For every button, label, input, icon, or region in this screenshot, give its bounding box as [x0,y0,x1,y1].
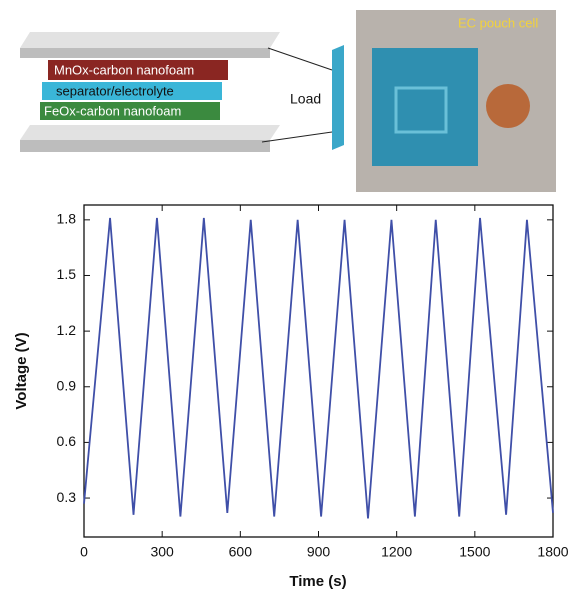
layer-label: FeOx-carbon nanofoam [44,103,181,118]
bottom-plate-side [20,140,270,152]
photo-label: EC pouch cell [458,15,538,30]
x-tick-label: 1200 [381,544,412,560]
x-tick-label: 600 [229,544,253,560]
layer-label: MnOx-carbon nanofoam [54,62,194,77]
bottom-plate [20,125,280,140]
x-tick-label: 1500 [459,544,490,560]
layer-label: separator/electrolyte [56,83,174,98]
x-tick-label: 0 [80,544,88,560]
y-tick-label: 0.6 [57,433,77,449]
photo: EC pouch cell [356,10,556,192]
y-tick-label: 1.8 [57,211,77,227]
x-tick-label: 1800 [537,544,568,560]
top-plate [20,32,280,48]
x-axis-title: Time (s) [289,573,346,590]
chart: MnOx-carbon nanofoam separator/electroly… [0,0,575,593]
voltage-line [84,218,553,518]
y-tick-label: 1.2 [57,322,77,338]
y-axis-title: Voltage (V) [13,332,30,409]
load-label: Load [290,91,321,107]
wire [268,48,332,70]
x-tick-label: 300 [150,544,174,560]
cell-schematic: MnOx-carbon nanofoam separator/electroly… [20,32,344,152]
figure: MnOx-carbon nanofoam separator/electroly… [0,0,575,593]
y-tick-label: 1.5 [57,266,77,282]
pouch-cell [372,48,478,166]
load-resistor [332,45,344,150]
y-tick-label: 0.3 [57,489,77,505]
top-plate-side [20,48,270,58]
penny [486,84,530,128]
y-tick-label: 0.9 [57,377,77,393]
x-tick-label: 900 [307,544,331,560]
